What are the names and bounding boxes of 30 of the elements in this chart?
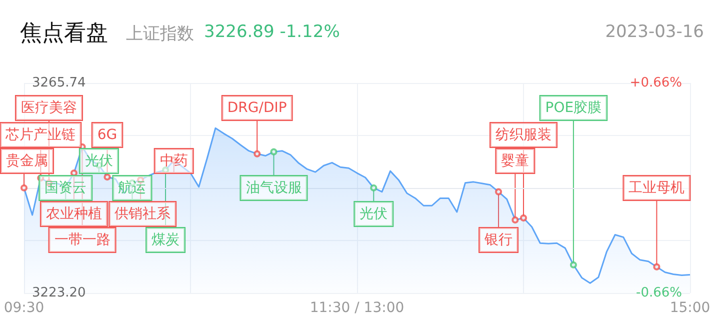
annotation: 医疗美容 <box>20 100 77 116</box>
annotation: POE胶膜 <box>545 100 602 116</box>
y-tick-label: 3223.20 <box>32 286 86 300</box>
annotation: 一带一路 <box>54 232 110 248</box>
annotation: 光伏 <box>84 153 113 169</box>
y-tick-label: 3265.74 <box>32 76 86 90</box>
chart-subtitle: 上证指数 <box>126 23 194 45</box>
text: 2023-03-16 <box>605 22 704 42</box>
y2-tick-label: +0.66% <box>630 76 682 90</box>
chart-title: 焦点看盘 <box>20 20 108 48</box>
annotation: 国资云 <box>44 180 87 196</box>
x-tick-label: 09:30 <box>4 300 44 316</box>
y2-tick-label: -0.66% <box>636 286 682 300</box>
annotation: 农业种植 <box>46 206 102 222</box>
annotation: 供销社系 <box>114 206 171 222</box>
annotation: 纺织服装 <box>496 127 552 143</box>
annotation: DRG/DIP <box>227 100 287 116</box>
annotation: 6G <box>97 127 118 143</box>
x-tick-label: 11:30 / 13:00 <box>310 300 404 316</box>
annotation: 煤炭 <box>152 232 180 248</box>
text: 3226.89 -1.12% <box>204 22 340 42</box>
annotation: 油气设服 <box>246 180 302 196</box>
annotation: 光伏 <box>360 206 388 222</box>
annotation: 航运 <box>118 180 146 196</box>
annotation: 贵金属 <box>6 153 48 169</box>
annotation: 银行 <box>484 232 513 248</box>
annotation: 工业母机 <box>628 180 685 196</box>
annotation: 芯片产业链 <box>4 127 76 143</box>
x-tick-label: 15:00 <box>670 300 710 316</box>
annotation: 婴童 <box>501 153 530 169</box>
